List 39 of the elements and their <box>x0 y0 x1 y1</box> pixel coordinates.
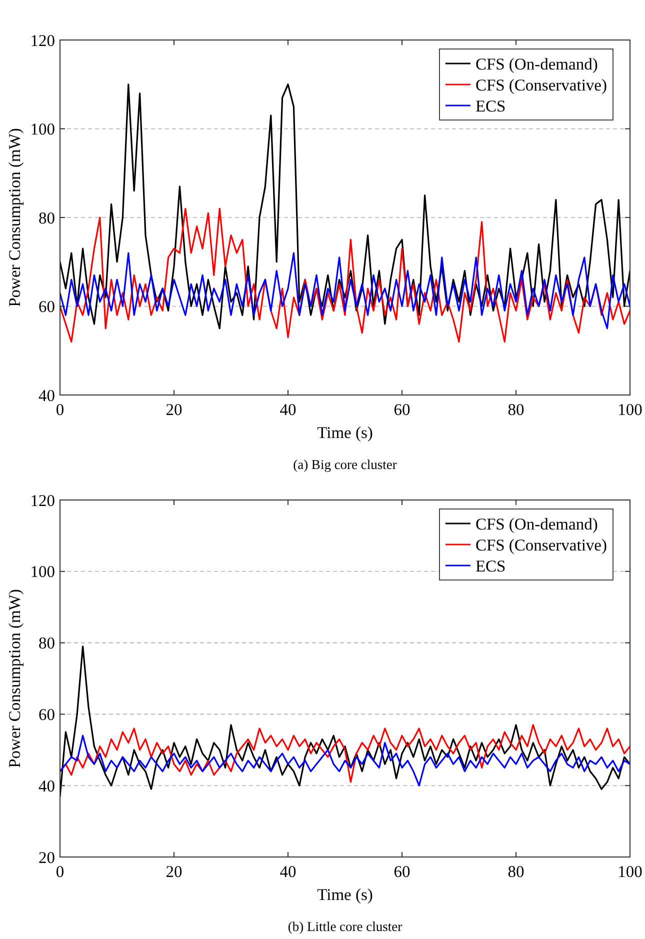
x-tick-label: 60 <box>394 862 410 881</box>
legend-label: ECS <box>475 96 506 116</box>
y-axis-title: Power Consumption (mW) <box>5 589 24 768</box>
y-tick-label: 60 <box>38 297 55 316</box>
x-tick-label: 80 <box>508 862 524 881</box>
x-tick-label: 100 <box>618 400 642 419</box>
y-tick-label: 120 <box>30 30 55 50</box>
x-axis-title: Time (s) <box>317 885 373 904</box>
x-tick-label: 80 <box>508 400 524 419</box>
legend-label: CFS (Conservative) <box>475 75 607 94</box>
line-series <box>60 734 630 786</box>
x-tick-label: 0 <box>56 400 64 419</box>
x-tick-label: 20 <box>166 862 182 881</box>
x-tick-label: 20 <box>166 400 182 419</box>
y-tick-label: 120 <box>30 490 55 510</box>
legend-label: CFS (Conservative) <box>475 535 607 554</box>
y-tick-label: 40 <box>38 776 55 796</box>
y-tick-label: 80 <box>38 208 55 228</box>
legend-label: CFS (On-demand) <box>475 514 598 534</box>
x-tick-label: 100 <box>618 862 642 881</box>
y-tick-label: 80 <box>38 634 55 653</box>
legend-label: CFS (On-demand) <box>475 54 598 74</box>
x-tick-label: 40 <box>280 862 296 881</box>
y-tick-label: 100 <box>30 562 55 582</box>
x-tick-label: 60 <box>394 400 410 419</box>
y-tick-label: 100 <box>30 120 55 139</box>
text: (b) Little core cluster <box>288 919 403 934</box>
line-series <box>60 646 630 798</box>
text: (a) Big core cluster <box>293 457 398 472</box>
legend-label: ECS <box>475 556 506 576</box>
x-axis-title: Time (s) <box>317 423 373 442</box>
y-tick-label: 20 <box>38 848 55 867</box>
line-series <box>60 208 630 343</box>
x-tick-label: 40 <box>280 400 296 419</box>
y-tick-label: 40 <box>38 386 55 405</box>
x-tick-label: 0 <box>56 862 64 881</box>
line-series <box>60 252 630 330</box>
y-axis-title: Power Consumption (mW) <box>5 128 24 307</box>
y-tick-label: 60 <box>38 704 55 724</box>
